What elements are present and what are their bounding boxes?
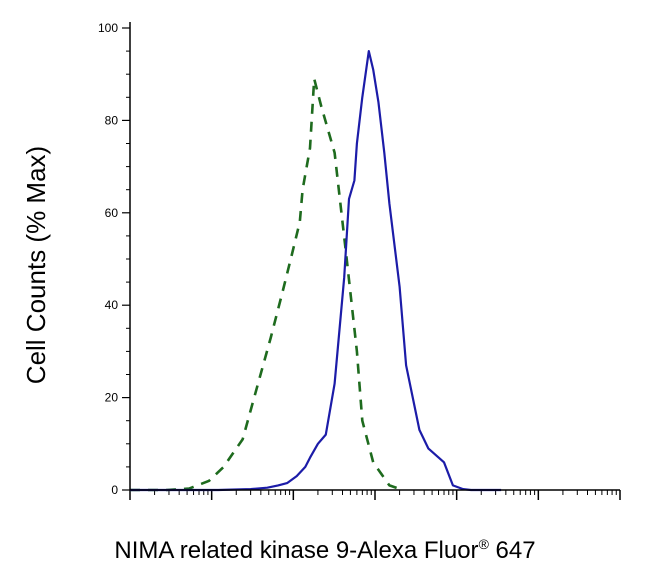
- y-tick-label: 60: [105, 206, 119, 220]
- y-tick-label: 40: [105, 298, 119, 312]
- y-tick-label: 20: [105, 391, 119, 405]
- y-tick-label: 80: [105, 113, 119, 127]
- stained-histogram-line: [130, 50, 502, 492]
- x-axis-label: NIMA related kinase 9-Alexa Fluor® 647: [0, 536, 650, 565]
- y-tick-label: 0: [111, 483, 118, 497]
- x-axis-label-text: NIMA related kinase 9-Alexa Fluor: [114, 537, 479, 564]
- x-axis-label-suffix: 647: [488, 537, 536, 564]
- x-axis-ticks: [129, 490, 621, 500]
- series-layer: [130, 50, 502, 492]
- control-histogram-line: [130, 77, 404, 492]
- y-axis-ticks: 0 20 40 60 80 100: [98, 21, 130, 497]
- y-axis-label: Cell Counts (% Max): [21, 146, 51, 384]
- registered-mark: ®: [478, 536, 489, 552]
- y-tick-label: 100: [98, 21, 118, 35]
